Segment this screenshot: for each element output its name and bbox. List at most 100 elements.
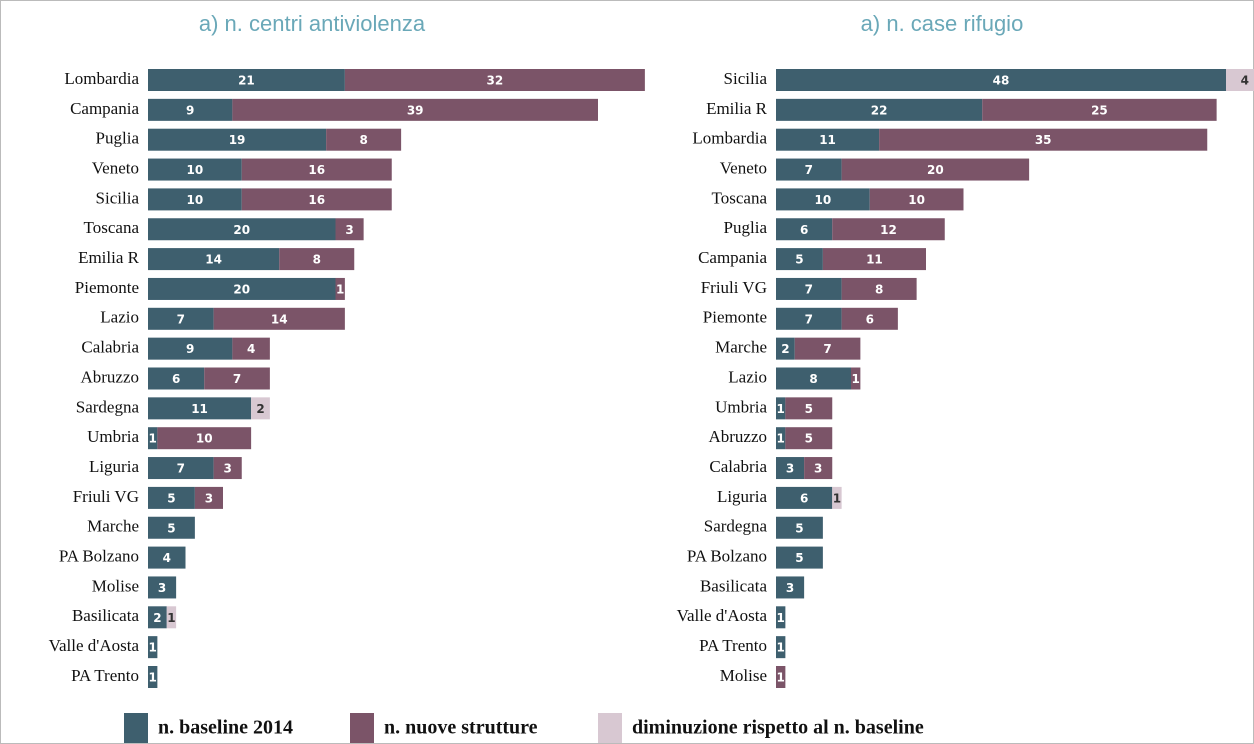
bar-segment: [869, 188, 964, 211]
category-label: Puglia: [724, 218, 768, 237]
bar-segment: [776, 546, 823, 569]
value-label: 1: [777, 432, 785, 446]
value-label: 1: [777, 641, 785, 655]
value-label: 1: [167, 611, 175, 625]
category-label: Lombardia: [692, 129, 767, 148]
category-label: Friuli VG: [73, 487, 139, 506]
category-label: Lazio: [100, 308, 139, 327]
bar-segment: [148, 98, 233, 121]
value-label: 6: [800, 223, 808, 237]
category-label: Toscana: [712, 188, 768, 207]
bar-segment: [148, 218, 336, 241]
bar-segment: [148, 69, 345, 91]
bar-segment: [241, 188, 392, 211]
value-label: 4: [247, 342, 255, 356]
legend-label: n. nuove strutture: [384, 717, 538, 739]
category-label: Emilia R: [78, 248, 140, 267]
value-label: 21: [238, 74, 255, 88]
bar-segment: [148, 128, 327, 151]
category-label: Umbria: [715, 397, 767, 416]
bar-segment: [776, 337, 795, 360]
category-label: Valle d'Aosta: [49, 636, 140, 655]
category-label: Lombardia: [64, 69, 139, 88]
category-label: Molise: [92, 576, 139, 595]
bar-segment: [148, 307, 214, 330]
bar-segment: [776, 666, 786, 688]
bar-segment: [832, 218, 945, 241]
value-label: 3: [786, 462, 794, 476]
bar-segment: [213, 307, 345, 330]
bar-segment: [776, 248, 823, 271]
bar-segment: [335, 277, 345, 300]
value-label: 3: [224, 462, 232, 476]
bar-segment: [776, 188, 870, 211]
value-label: 6: [800, 491, 808, 505]
bar-segment: [776, 636, 786, 659]
bar-segment: [841, 307, 898, 330]
value-label: 1: [777, 671, 785, 685]
category-label: Campania: [698, 248, 767, 267]
category-label: Molise: [720, 666, 767, 685]
category-label: Marche: [715, 338, 767, 357]
bar-segment: [251, 397, 270, 420]
value-label: 3: [158, 581, 166, 595]
legend-swatch: [124, 713, 148, 743]
bar-segment: [148, 606, 167, 629]
bar-segment: [794, 337, 861, 360]
category-label: Umbria: [87, 427, 139, 446]
value-label: 8: [313, 253, 321, 267]
value-label: 10: [815, 193, 832, 207]
value-label: 7: [805, 163, 813, 177]
category-label: Liguria: [89, 457, 139, 476]
bar-segment: [148, 397, 252, 420]
bar-segment: [841, 158, 1030, 181]
legend-swatch: [598, 713, 622, 743]
value-label: 9: [186, 342, 194, 356]
bar-segment: [776, 397, 786, 420]
value-label: 1: [336, 282, 344, 296]
bar-segment: [148, 666, 158, 688]
value-label: 9: [186, 103, 194, 117]
bar-segment: [982, 98, 1217, 121]
value-label: 32: [487, 74, 504, 88]
value-label: 4: [163, 551, 171, 565]
bar-segment: [776, 457, 805, 480]
bar-segment: [148, 427, 158, 450]
bar-segment: [804, 457, 833, 480]
category-label: Sardegna: [76, 397, 140, 416]
category-label: Friuli VG: [701, 278, 767, 297]
category-label: Basilicata: [72, 606, 139, 625]
bar-segment: [148, 576, 177, 599]
bar-segment: [148, 248, 280, 271]
value-label: 16: [308, 193, 325, 207]
category-label: Abruzzo: [708, 427, 767, 446]
bar-segment: [785, 397, 833, 420]
value-label: 3: [814, 462, 822, 476]
value-label: 3: [786, 581, 794, 595]
bar-segment: [776, 486, 833, 509]
bar-segment: [776, 606, 786, 629]
value-label: 22: [871, 103, 888, 117]
category-label: PA Trento: [71, 666, 139, 685]
value-label: 5: [167, 521, 175, 535]
value-label: 11: [819, 133, 836, 147]
value-label: 39: [407, 103, 424, 117]
value-label: 14: [271, 312, 288, 326]
value-label: 1: [149, 641, 157, 655]
value-label: 20: [233, 282, 250, 296]
value-label: 11: [191, 402, 208, 416]
category-label: Piemonte: [75, 278, 139, 297]
value-label: 2: [256, 402, 264, 416]
category-label: Valle d'Aosta: [677, 606, 768, 625]
value-label: 8: [809, 372, 817, 386]
bar-segment: [776, 128, 880, 151]
category-label: Liguria: [717, 487, 767, 506]
bar-segment: [148, 636, 158, 659]
bar-segment: [344, 69, 645, 91]
bar-segment: [851, 367, 861, 390]
value-label: 2: [153, 611, 161, 625]
value-label: 1: [149, 432, 157, 446]
value-label: 5: [795, 253, 803, 267]
value-label: 5: [805, 402, 813, 416]
